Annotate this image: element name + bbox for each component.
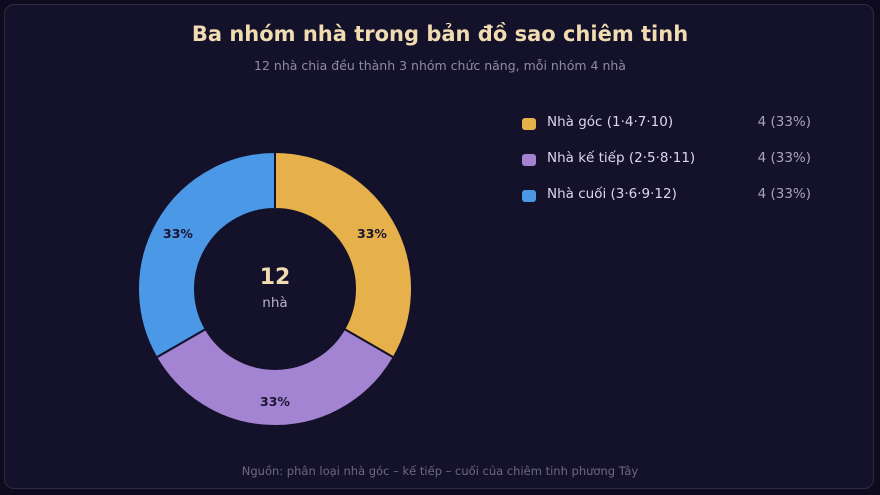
- chart-legend: Nhà góc (1·4·7·10) 4 (33%) Nhà kế tiếp (…: [522, 114, 822, 222]
- chart-source-note: Nguồn: phân loại nhà góc – kế tiếp – cuố…: [241, 464, 639, 478]
- slice-percent-label: 33%: [260, 394, 290, 409]
- slice-percent-label: 33%: [357, 226, 387, 241]
- slice-percent-label: 33%: [163, 226, 193, 241]
- legend-item-goc[interactable]: Nhà góc (1·4·7·10) 4 (33%): [522, 114, 822, 150]
- legend-label: Nhà cuối (3·6·9·12): [547, 186, 677, 202]
- legend-swatch: [522, 118, 536, 130]
- donut-slice[interactable]: [137, 150, 276, 359]
- legend-swatch: [522, 190, 536, 202]
- legend-label: Nhà kế tiếp (2·5·8·11): [547, 150, 696, 166]
- center-total-value: 12: [260, 265, 291, 290]
- donut-slices: [137, 150, 413, 427]
- donut-slice[interactable]: [274, 150, 413, 359]
- legend-swatch: [522, 154, 536, 166]
- legend-item-cuoi[interactable]: Nhà cuối (3·6·9·12) 4 (33%): [522, 186, 822, 222]
- slice-percent-labels: 33% 33% 33%: [163, 226, 387, 409]
- legend-item-ke-tiep[interactable]: Nhà kế tiếp (2·5·8·11) 4 (33%): [522, 150, 822, 186]
- donut-slice[interactable]: [154, 327, 396, 427]
- legend-value: 4 (33%): [757, 114, 811, 130]
- chart-title: Ba nhóm nhà trong bản đồ sao chiêm tinh: [191, 22, 689, 46]
- legend-value: 4 (33%): [757, 186, 811, 202]
- chart-subtitle: 12 nhà chia đều thành 3 nhóm chức năng, …: [254, 58, 626, 73]
- legend-label: Nhà góc (1·4·7·10): [547, 114, 674, 130]
- legend-value: 4 (33%): [757, 150, 811, 166]
- center-total-unit: nhà: [262, 295, 287, 311]
